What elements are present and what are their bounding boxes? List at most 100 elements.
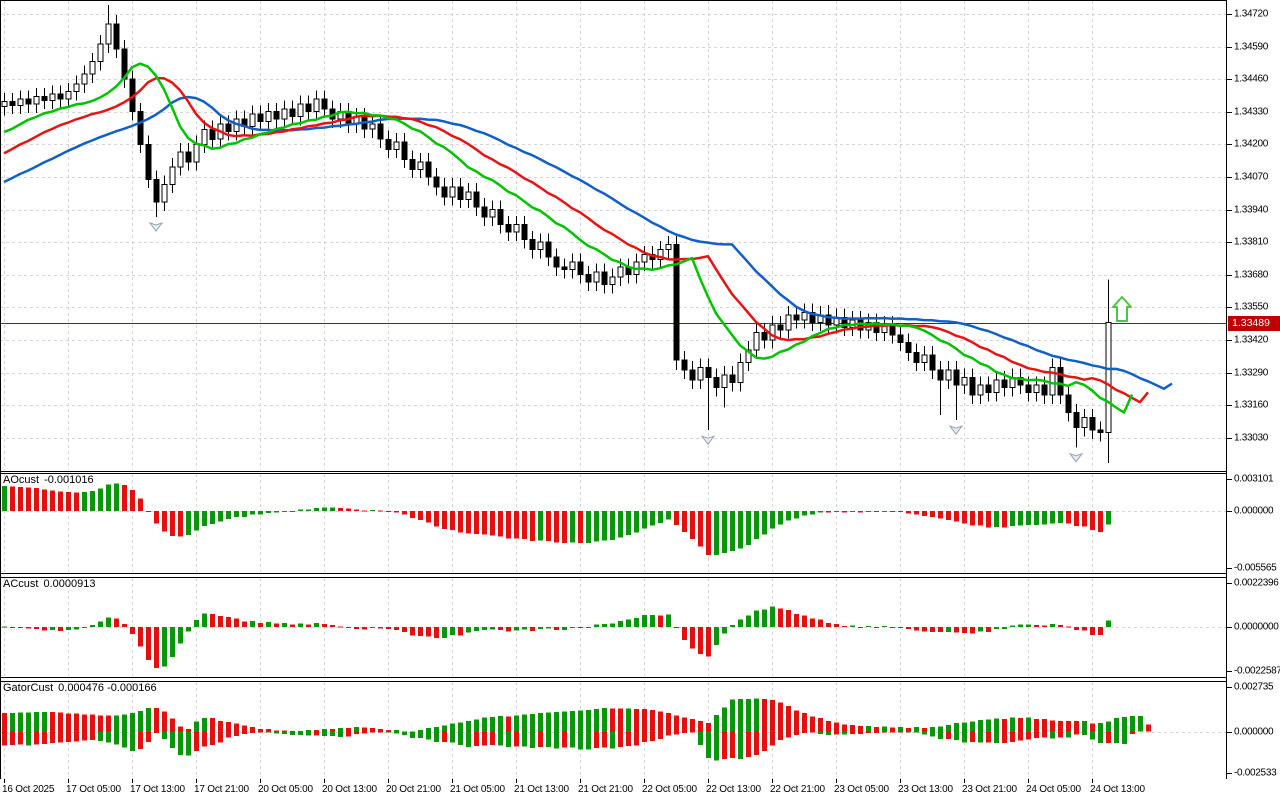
candles-layer [1, 5, 1112, 463]
alligator-jaw-line [3, 95, 1173, 390]
indicator-axis-tick [1227, 568, 1232, 569]
price-tick [1227, 307, 1232, 308]
indicator-axis-tick [1227, 687, 1232, 688]
time-tick [964, 779, 965, 783]
time-axis-label: 24 Oct 05:00 [1026, 784, 1081, 795]
indicator-axis-tick [1227, 479, 1232, 480]
time-axis-label: 20 Oct 13:00 [322, 784, 377, 795]
price-axis-label: 1.33940 [1234, 204, 1269, 216]
histogram-layer [2, 483, 1111, 556]
time-tick [452, 779, 453, 783]
panel-separator [0, 677, 1280, 678]
time-tick [68, 779, 69, 783]
indicator-axis-label: -0.005565 [1234, 562, 1277, 574]
price-tick [1227, 144, 1232, 145]
ac-value: 0.0000913 [43, 578, 96, 590]
time-tick [1028, 779, 1029, 783]
time-axis-label: 16 Oct 2025 [2, 784, 55, 795]
ac-indicator-panel[interactable]: ACcust 0.0000913 [0, 577, 1226, 677]
price-tick [1227, 177, 1232, 178]
alligator-teeth-line [3, 76, 1149, 404]
time-tick [708, 779, 709, 783]
time-axis-label: 22 Oct 13:00 [706, 784, 761, 795]
price-axis-label: 1.33810 [1234, 236, 1269, 248]
time-axis-label: 17 Oct 05:00 [66, 784, 121, 795]
time-tick [388, 779, 389, 783]
fractal-down-icon [1068, 452, 1084, 463]
price-tick [1227, 112, 1232, 113]
indicator-axis-label: 0.002735 [1234, 681, 1274, 693]
price-axis[interactable]: 1.34720 1.34590 1.34460 1.34330 1.34200 1.340… [1226, 0, 1280, 800]
price-axis-label: 1.33680 [1234, 269, 1269, 281]
gator-indicator-panel[interactable]: GatorCust 0.000476 -0.000166 [0, 681, 1226, 779]
main-price-chart-panel[interactable] [0, 0, 1226, 471]
time-axis-label: 20 Oct 21:00 [386, 784, 441, 795]
price-axis-line [1226, 0, 1227, 779]
current-price-badge: 1.33489 [1228, 316, 1280, 331]
time-axis-label: 23 Oct 05:00 [834, 784, 889, 795]
ao-canvas[interactable] [0, 474, 1226, 573]
price-axis-label: 1.34590 [1234, 41, 1269, 53]
time-tick [1092, 779, 1093, 783]
indicator-axis-label: -0.002533 [1234, 767, 1277, 779]
time-axis-label: 21 Oct 21:00 [578, 784, 633, 795]
indicator-axis-tick [1227, 627, 1232, 628]
ac-canvas[interactable] [0, 578, 1226, 677]
time-axis-label: 21 Oct 05:00 [450, 784, 505, 795]
indicator-axis-tick [1227, 671, 1232, 672]
indicator-axis-tick [1227, 773, 1232, 774]
price-axis-label: 1.33160 [1234, 399, 1269, 411]
fractal-markers [100, 0, 1084, 463]
alligator-lips-line [3, 62, 1134, 414]
indicator-axis-tick [1227, 511, 1232, 512]
indicator-axis-label: -0.0022587 [1234, 665, 1280, 677]
panel-separator [0, 473, 1280, 474]
gator-canvas[interactable] [0, 682, 1226, 779]
panel-separator [0, 681, 1280, 682]
price-axis-label: 1.34460 [1234, 73, 1269, 85]
price-axis-label: 1.34330 [1234, 106, 1269, 118]
time-axis-label: 20 Oct 05:00 [258, 784, 313, 795]
ac-indicator-label: ACcust 0.0000913 [3, 578, 95, 590]
ac-title: ACcust [3, 578, 39, 590]
price-tick [1227, 47, 1232, 48]
time-axis-label: 23 Oct 21:00 [962, 784, 1017, 795]
price-tick [1227, 275, 1232, 276]
fractal-down-icon [148, 222, 164, 232]
price-tick [1227, 405, 1232, 406]
time-tick [324, 779, 325, 783]
gator-value: 0.000476 -0.000166 [58, 682, 157, 694]
main-chart-canvas[interactable] [0, 0, 1226, 471]
indicator-axis-label: 0.0022396 [1234, 577, 1279, 589]
price-axis-label: 1.34720 [1234, 8, 1269, 20]
ao-indicator-label: AOcust -0.001016 [3, 474, 94, 486]
panel-separator [0, 577, 1280, 578]
price-tick [1227, 14, 1232, 15]
time-axis-label: 23 Oct 13:00 [898, 784, 953, 795]
price-tick [1227, 210, 1232, 211]
grid-layer [0, 1, 1226, 470]
time-tick [900, 779, 901, 783]
time-axis-label: 21 Oct 13:00 [514, 784, 569, 795]
time-tick [4, 779, 5, 783]
time-tick [260, 779, 261, 783]
time-axis-label: 17 Oct 13:00 [130, 784, 185, 795]
indicator-axis-label: 0.0000000 [1234, 621, 1279, 633]
grid-layer [0, 578, 1226, 676]
price-tick [1227, 373, 1232, 374]
chart-left-border [0, 0, 1, 779]
time-tick [516, 779, 517, 783]
time-axis-label: 24 Oct 13:00 [1090, 784, 1145, 795]
ao-indicator-panel[interactable]: AOcust -0.001016 [0, 473, 1226, 573]
fractal-down-icon [700, 435, 716, 446]
price-tick [1227, 438, 1232, 439]
time-tick [772, 779, 773, 783]
price-tick [1227, 79, 1232, 80]
time-tick [196, 779, 197, 783]
price-tick [1227, 340, 1232, 341]
time-axis[interactable]: 16 Oct 2025 17 Oct 05:00 17 Oct 13:00 17 Oc… [0, 779, 1280, 800]
indicator-axis-label: 0.003101 [1234, 473, 1274, 485]
buy-signal-arrow-icon [1112, 296, 1132, 322]
price-axis-label: 1.33290 [1234, 367, 1269, 379]
